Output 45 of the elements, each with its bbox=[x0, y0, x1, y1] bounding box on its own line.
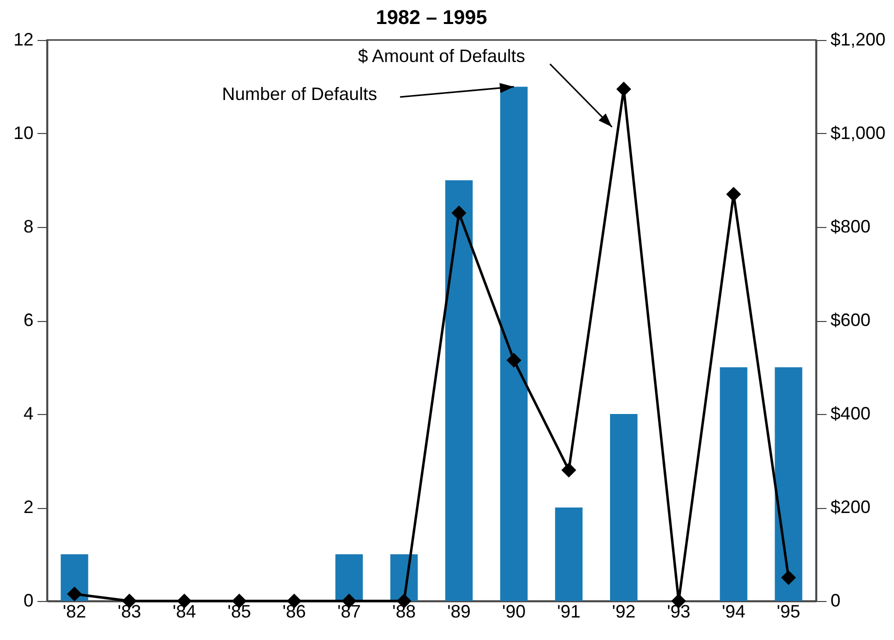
y2-tick-label: 0 bbox=[830, 590, 841, 610]
chart-title: 1982 – 1995 bbox=[376, 7, 488, 29]
x-tick-label: '88 bbox=[392, 602, 416, 622]
bar bbox=[335, 554, 363, 601]
annotation: Number of Defaults bbox=[222, 84, 378, 105]
y-tick-label: 10 bbox=[13, 123, 34, 143]
x-tick-label: '95 bbox=[776, 602, 800, 622]
y2-tick-label: $1,200 bbox=[830, 30, 886, 50]
x-tick-label: '82 bbox=[62, 602, 86, 622]
point bbox=[506, 352, 522, 368]
x-tick-label: '84 bbox=[172, 602, 196, 622]
y2-tick-label: $600 bbox=[830, 310, 871, 330]
y-tick-label: 8 bbox=[23, 216, 34, 236]
point bbox=[781, 570, 796, 586]
y-tick-label: 0 bbox=[23, 590, 34, 610]
x-tick-label: '86 bbox=[282, 602, 306, 622]
y-tick-label: 4 bbox=[23, 404, 34, 424]
x-tick-label: '93 bbox=[666, 602, 690, 622]
bar bbox=[720, 367, 748, 601]
bar bbox=[60, 554, 88, 601]
bar bbox=[445, 180, 473, 601]
bar bbox=[610, 414, 638, 601]
y2-tick-label: $800 bbox=[830, 216, 871, 236]
y-tick-label: 12 bbox=[13, 30, 34, 50]
point bbox=[726, 186, 742, 202]
bar bbox=[774, 367, 802, 601]
point bbox=[67, 586, 82, 602]
y2-tick-label: $200 bbox=[830, 497, 871, 517]
bar bbox=[555, 508, 583, 601]
y2-tick-label: $400 bbox=[830, 404, 871, 424]
point bbox=[561, 462, 576, 478]
x-tick-label: '94 bbox=[722, 602, 746, 622]
x-tick-label: '89 bbox=[447, 602, 471, 622]
x-tick-label: '90 bbox=[502, 602, 526, 622]
y-tick-label: 6 bbox=[23, 310, 34, 330]
y-tick-label: 2 bbox=[23, 497, 34, 517]
x-tick-label: '87 bbox=[337, 602, 361, 622]
point bbox=[452, 206, 466, 220]
annotation: $ Amount of Defaults bbox=[358, 46, 526, 67]
x-tick-label: '92 bbox=[612, 602, 636, 622]
x-tick-label: '85 bbox=[228, 602, 251, 622]
y2-tick-label: $1,000 bbox=[830, 123, 886, 143]
x-tick-label: '91 bbox=[557, 602, 581, 622]
point bbox=[616, 82, 632, 97]
x-tick-label: '83 bbox=[118, 602, 142, 622]
